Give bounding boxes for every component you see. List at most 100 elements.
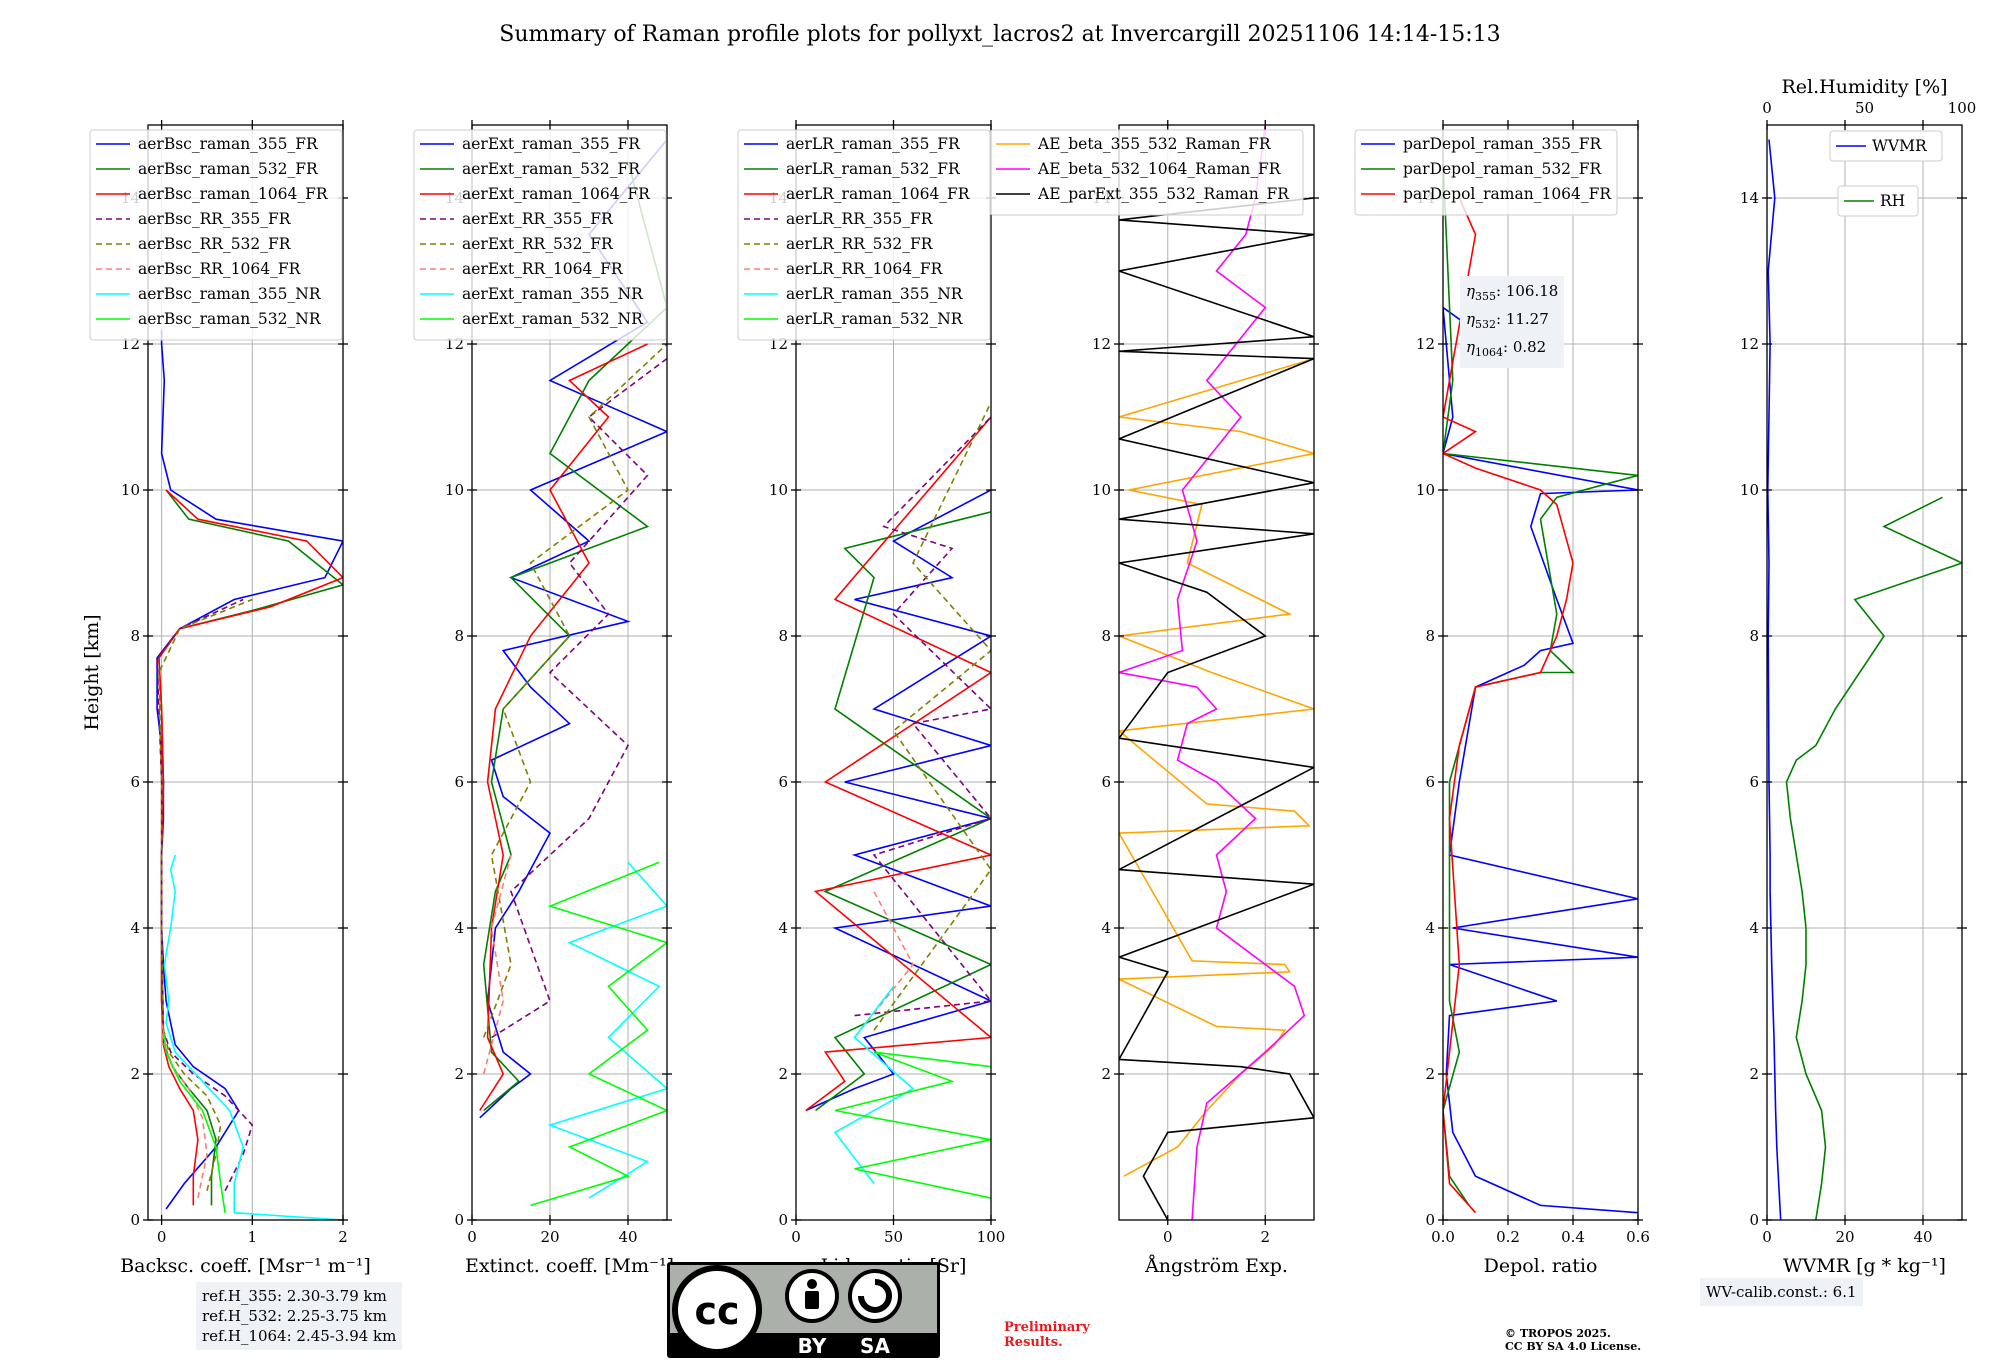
x-tick-label: 2: [338, 1228, 348, 1246]
y-tick-label: 2: [778, 1065, 788, 1083]
y-tick-label: 12: [1416, 335, 1435, 353]
legend-box: [1837, 185, 1919, 217]
series-line-AE_parExt_355_532_Raman_FR: [1119, 197, 1314, 1220]
legend-entry: aerBsc_RR_355_FR: [138, 210, 292, 228]
y-tick-label: 10: [445, 481, 464, 499]
ref-height-1064: ref.H_1064: 2.45-3.94 km: [202, 1327, 397, 1345]
legend-entry: aerExt_RR_355_FR: [462, 210, 614, 228]
legend: aerBsc_raman_355_FR aerBsc_raman_532_FRae…: [89, 129, 343, 341]
series-line-aerExt_raman_355_NR: [547, 861, 667, 1199]
x-axis-label: Backsc. coeff. [Msr⁻¹ m⁻¹]: [120, 1255, 371, 1277]
eta-1064: η1064: 0.82: [1466, 338, 1547, 359]
panel-extinction: 0246810121402040Extinct. coeff. [Mm⁻¹]ae…: [413, 120, 674, 1277]
legend-entry: aerExt_raman_532_NR: [462, 310, 644, 328]
series-line-parDepol_raman_355_FR: [1443, 306, 1638, 1214]
legend-entry: AE_beta_532_1064_Raman_FR: [1037, 160, 1282, 178]
series-line-aerBsc_RR_355_FR: [156, 598, 254, 1192]
legend-entry: WVMR: [1872, 137, 1928, 155]
series-line-aerExt_raman_355_FR: [479, 139, 667, 1119]
series-line-aerLR_raman_532_FR: [815, 511, 991, 1112]
copyright-line-1: © TROPOS 2025.: [1505, 1327, 1611, 1340]
sa-arrow: [858, 1279, 892, 1313]
series-group: [1119, 125, 1314, 1220]
y-tick-label: 10: [1740, 481, 1759, 499]
legend-box: [1354, 129, 1618, 216]
y-tick-label: 0: [454, 1211, 464, 1229]
x-tick-label: 50: [884, 1228, 903, 1246]
legend-entry: parDepol_raman_1064_FR: [1403, 185, 1612, 203]
top-x-tick-label: 50: [1855, 99, 1874, 117]
legend-box: [413, 129, 667, 341]
series-line-aerLR_RR_532_FR: [873, 402, 991, 1031]
legend-entry: aerBsc_RR_1064_FR: [138, 260, 302, 278]
y-tick-label: 4: [1749, 919, 1759, 937]
x-tick-label: 0.2: [1496, 1228, 1520, 1246]
series-line-aerExt_RR_532_FR: [482, 343, 667, 1038]
x-tick-label: 0.0: [1431, 1228, 1455, 1246]
series-line-aerBsc_RR_1064_FR: [160, 1022, 208, 1199]
legend-entry: aerBsc_RR_532_FR: [138, 235, 292, 253]
sa-label: SA: [860, 1334, 890, 1358]
wv-calib-box: WV-calib.const.: 6.1: [1700, 1278, 1863, 1306]
y-tick-label: 4: [454, 919, 464, 937]
x-axis-label: Extinct. coeff. [Mm⁻¹]: [465, 1255, 674, 1277]
axes-frame: [1442, 124, 1639, 1221]
x-tick-label: 100: [977, 1228, 1006, 1246]
series-line-aerBsc_raman_1064_FR: [158, 489, 343, 1206]
y-tick-label: 2: [130, 1065, 140, 1083]
y-tick-label: 6: [130, 773, 140, 791]
axes-frame: [147, 124, 344, 1221]
cc-by-sa-logo: cc BY SA: [667, 1262, 940, 1358]
series-group: [805, 402, 991, 1199]
series-line-aerLR_raman_532_NR: [834, 1051, 991, 1199]
legend-box: [89, 129, 343, 341]
legend-box: [1829, 130, 1943, 162]
by-person-body: [805, 1291, 819, 1309]
x-tick-label: 20: [1835, 1228, 1854, 1246]
eta-355-value: 106.18: [1505, 282, 1559, 300]
y-tick-label: 12: [1092, 335, 1111, 353]
legend-entry: aerBsc_raman_532_FR: [138, 160, 319, 178]
legend-entry: aerExt_raman_355_NR: [462, 285, 644, 303]
x-axis-label: Depol. ratio: [1484, 1255, 1598, 1277]
preliminary-note: Preliminary Results.: [1004, 1320, 1090, 1350]
top-x-axis-label: Rel.Humidity [%]: [1781, 76, 1947, 98]
ref-height-532: ref.H_532: 2.25-3.75 km: [202, 1307, 387, 1325]
legend: parDepol_raman_355_FR parDepol_raman_532_…: [1354, 129, 1618, 216]
y-tick-label: 8: [1101, 627, 1111, 645]
series-line-AE_beta_532_1064_Raman_FR: [1119, 125, 1306, 1220]
y-tick-label: 6: [454, 773, 464, 791]
y-tick-label: 2: [1101, 1065, 1111, 1083]
top-x-tick-label: 100: [1948, 99, 1977, 117]
preliminary-line-2: Results.: [1004, 1335, 1063, 1350]
legend: RH: [1837, 185, 1919, 217]
x-tick-label: 1: [248, 1228, 258, 1246]
y-tick-label: 0: [1425, 1211, 1435, 1229]
series-line-aerExt_RR_355_FR: [491, 357, 667, 1039]
series-group: [479, 139, 667, 1207]
eta-1064-value: 0.82: [1512, 338, 1547, 356]
panel-backscatter: 02468101214012Backsc. coeff. [Msr⁻¹ m⁻¹]…: [81, 120, 371, 1277]
y-tick-label: 8: [1749, 627, 1759, 645]
legend-entry: aerLR_RR_355_FR: [786, 210, 934, 228]
wv-calib-text: WV-calib.const.: 6.1: [1706, 1283, 1857, 1301]
y-tick-label: 10: [1092, 481, 1111, 499]
series-line-aerLR_RR_355_FR: [854, 416, 991, 1017]
x-tick-label: 40: [1913, 1228, 1932, 1246]
panel-lidar_ratio: 02468101214050100Lidar ratio [Sr]aerLR_r…: [737, 120, 1006, 1277]
eta-box: η355: 106.18 η532: 11.27 η1064: 0.82: [1460, 276, 1565, 368]
x-tick-label: 0: [1762, 1228, 1772, 1246]
legend: aerLR_raman_355_FR aerLR_raman_532_FR aerL…: [737, 129, 991, 341]
series-line-aerExt_raman_1064_FR: [479, 343, 648, 1111]
y-tick-label: 4: [1101, 919, 1111, 937]
legend: AE_beta_355_532_Raman_FR AE_beta_532_1064…: [989, 129, 1304, 216]
legend-entry: AE_parExt_355_532_Raman_FR: [1037, 185, 1290, 203]
legend-entry: aerExt_raman_532_FR: [462, 160, 641, 178]
legend-entry: aerLR_raman_532_NR: [786, 310, 964, 328]
legend: WVMR: [1829, 130, 1943, 162]
y-tick-label: 4: [778, 919, 788, 937]
y-tick-label: 4: [130, 919, 140, 937]
series-line-aerExt_raman_532_NR: [530, 861, 667, 1207]
series-line-WVMR: [1767, 139, 1782, 1220]
